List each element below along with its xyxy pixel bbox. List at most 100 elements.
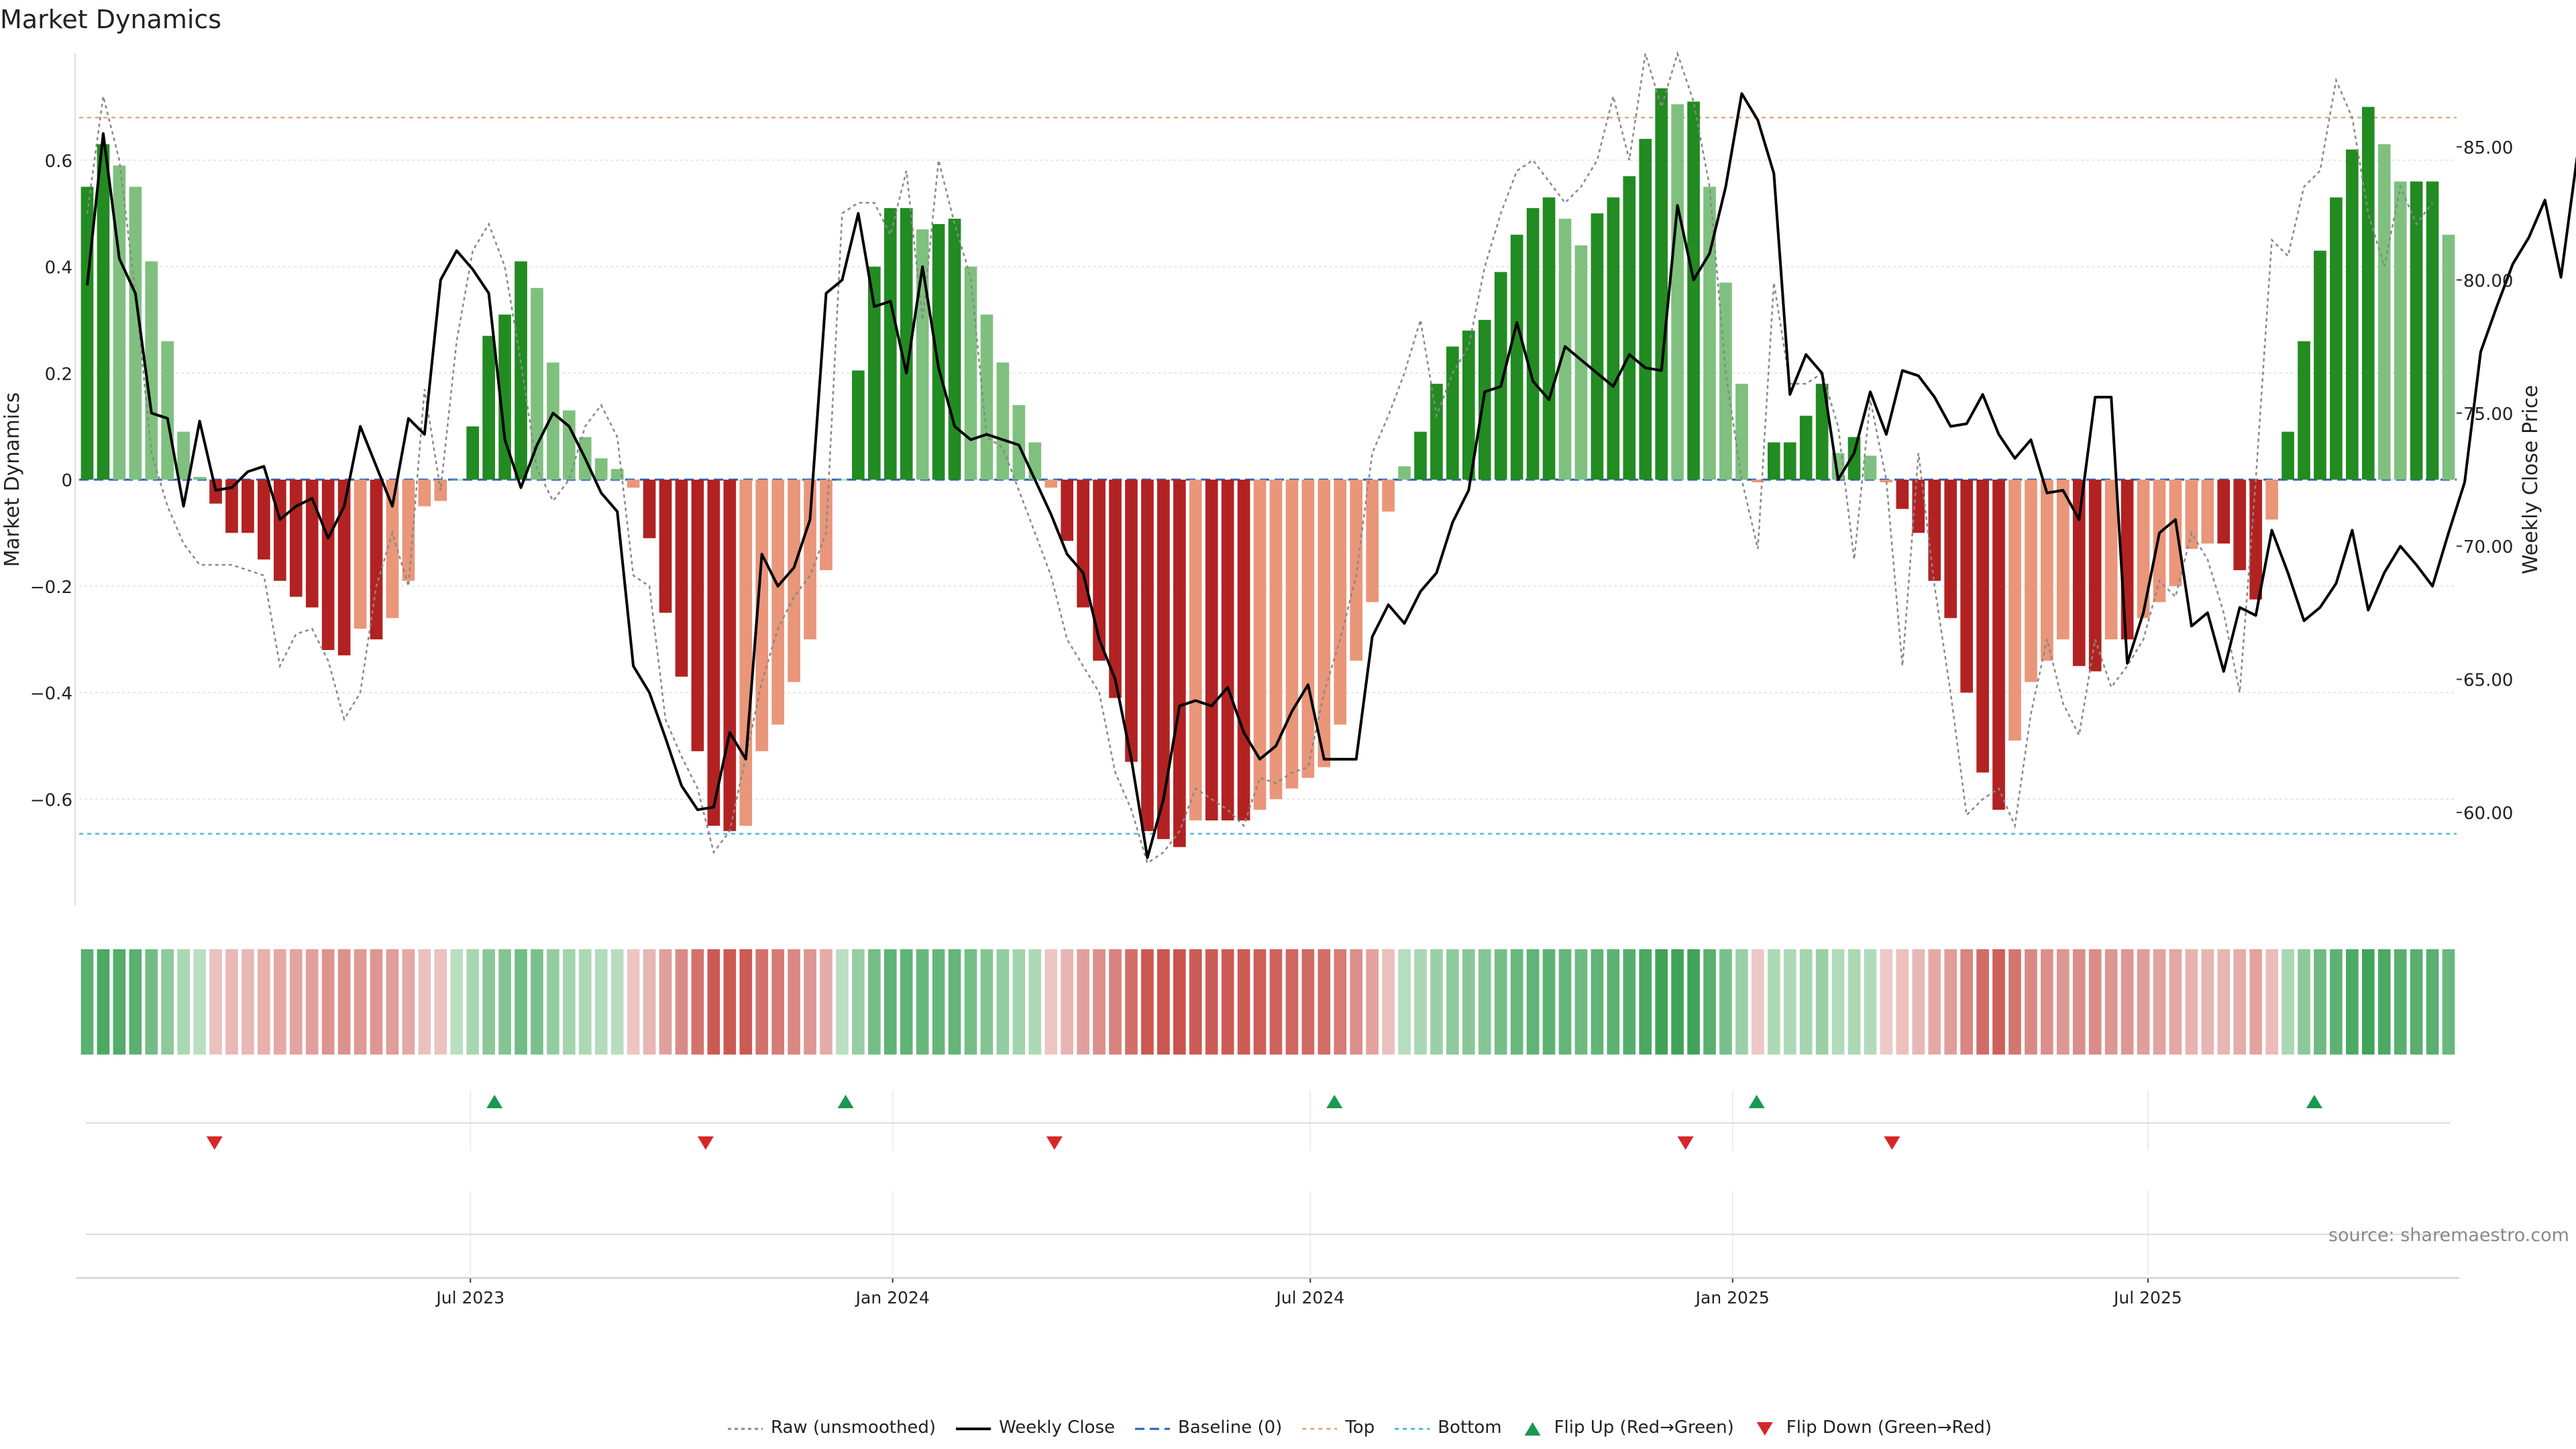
- dynamics-bar: [1141, 480, 1154, 831]
- dynamics-bar: [241, 480, 254, 533]
- flip-up-marker: [1326, 1095, 1343, 1108]
- regime-cell: [2282, 949, 2294, 1055]
- legend-flip-down-swatch: [1756, 1422, 1773, 1436]
- regime-cell: [675, 949, 688, 1055]
- dynamics-bar: [2346, 149, 2359, 480]
- regime-cell: [402, 949, 415, 1055]
- y-left-tick-label: 0.2: [45, 364, 72, 384]
- regime-cell: [610, 949, 624, 1055]
- dynamics-bar: [1414, 431, 1427, 480]
- dynamics-bar: [1301, 480, 1315, 778]
- dynamics-bar: [1077, 480, 1089, 608]
- chart-title: Market Dynamics: [0, 5, 221, 34]
- regime-cell: [2298, 949, 2310, 1055]
- regime-cell: [1350, 949, 1363, 1055]
- dynamics-bar: [755, 480, 769, 751]
- regime-cell: [258, 949, 270, 1055]
- dynamics-bar: [273, 480, 286, 581]
- dynamics-bar: [1189, 480, 1202, 820]
- legend-flip-up-swatch: [1524, 1422, 1541, 1436]
- regime-cell: [2410, 949, 2423, 1055]
- dynamics-bar: [386, 480, 399, 619]
- regime-cell: [1783, 949, 1796, 1055]
- y-right-tick-label: 80.00: [2463, 271, 2513, 291]
- regime-cell: [578, 949, 592, 1055]
- dynamics-bar: [305, 480, 319, 608]
- regime-cell: [1542, 949, 1556, 1055]
- dynamics-bar: [2233, 480, 2247, 570]
- dynamics-bar: [2088, 480, 2102, 672]
- axes: 0.6 0.4 0.2 0 −0.2 −0.4 −0.6 85.00 80.00 75.00 70.…: [30, 54, 2513, 1307]
- regime-cell: [1462, 949, 1475, 1055]
- regime-cell: [1221, 949, 1234, 1055]
- regime-cell: [2249, 949, 2263, 1055]
- regime-cell: [691, 949, 704, 1055]
- regime-cell: [531, 949, 543, 1055]
- legend-bottom-label: Bottom: [1438, 1417, 1501, 1438]
- flip-down-marker: [206, 1136, 223, 1150]
- regime-cell: [932, 949, 945, 1055]
- flip-up-marker: [1748, 1095, 1765, 1108]
- dynamics-bar: [161, 341, 174, 480]
- dynamics-bar: [2137, 480, 2150, 619]
- dynamics-bar: [289, 480, 303, 597]
- regime-cell: [97, 949, 110, 1055]
- regime-cell: [466, 949, 480, 1055]
- regime-cell: [2185, 949, 2198, 1055]
- dynamics-bar: [1623, 176, 1636, 480]
- dynamics-bar: [643, 480, 656, 539]
- regime-cell: [2008, 949, 2021, 1055]
- regime-cell: [1687, 949, 1700, 1055]
- regime-cell: [80, 949, 94, 1055]
- dynamics-bar: [2217, 480, 2231, 544]
- regime-cell: [547, 949, 559, 1055]
- regime-cell: [1767, 949, 1780, 1055]
- regime-cell: [1109, 949, 1122, 1055]
- x-tick-label: Jul 2025: [2112, 1288, 2182, 1307]
- regime-cell: [1044, 949, 1058, 1055]
- y-left-tick-label: 0: [61, 471, 72, 491]
- dynamics-bar: [1767, 442, 1780, 480]
- regime-cell: [225, 949, 238, 1055]
- regime-cell: [193, 949, 206, 1055]
- regime-cell: [1591, 949, 1604, 1055]
- dynamics-bar: [2008, 480, 2021, 741]
- regime-cell: [337, 949, 351, 1055]
- regime-cell: [289, 949, 303, 1055]
- dynamics-bar: [258, 480, 270, 560]
- regime-cell: [1382, 949, 1395, 1055]
- regime-cell: [1061, 949, 1074, 1055]
- regime-cell: [145, 949, 158, 1055]
- dynamics-bar: [1944, 480, 1957, 619]
- regime-cell: [1494, 949, 1507, 1055]
- dynamics-bar: [883, 208, 897, 480]
- dynamics-bar: [691, 480, 704, 751]
- regime-cell: [1574, 949, 1588, 1055]
- regime-cell: [1141, 949, 1154, 1055]
- weekly-close-line: [86, 92, 2576, 859]
- regime-cell: [2201, 949, 2214, 1055]
- dynamics-bar: [1109, 480, 1122, 698]
- dynamics-bar: [1639, 139, 1652, 480]
- regime-cell: [1318, 949, 1331, 1055]
- dynamics-bar: [1382, 480, 1395, 512]
- dynamics-bar: [177, 431, 190, 480]
- regime-cell: [498, 949, 511, 1055]
- dynamics-bar: [1574, 245, 1588, 480]
- dynamics-bar: [1446, 346, 1459, 480]
- dynamics-bar: [1526, 208, 1540, 480]
- regime-cell: [1077, 949, 1089, 1055]
- regime-cell: [2442, 949, 2455, 1055]
- regime-cell: [354, 949, 367, 1055]
- regime-cell: [1976, 949, 1989, 1055]
- y-left-tick-label: −0.2: [30, 578, 72, 598]
- regime-cell: [2394, 949, 2407, 1055]
- dynamics-bar: [1028, 442, 1042, 480]
- dynamics-bar: [1752, 480, 1764, 482]
- flip-down-marker: [1046, 1136, 1063, 1150]
- dynamics-bar: [2121, 480, 2134, 640]
- y-left-tick-label: 0.6: [45, 152, 72, 172]
- regime-cell: [1510, 949, 1523, 1055]
- dynamics-bar: [1799, 415, 1813, 480]
- dynamics-bar: [2394, 181, 2407, 480]
